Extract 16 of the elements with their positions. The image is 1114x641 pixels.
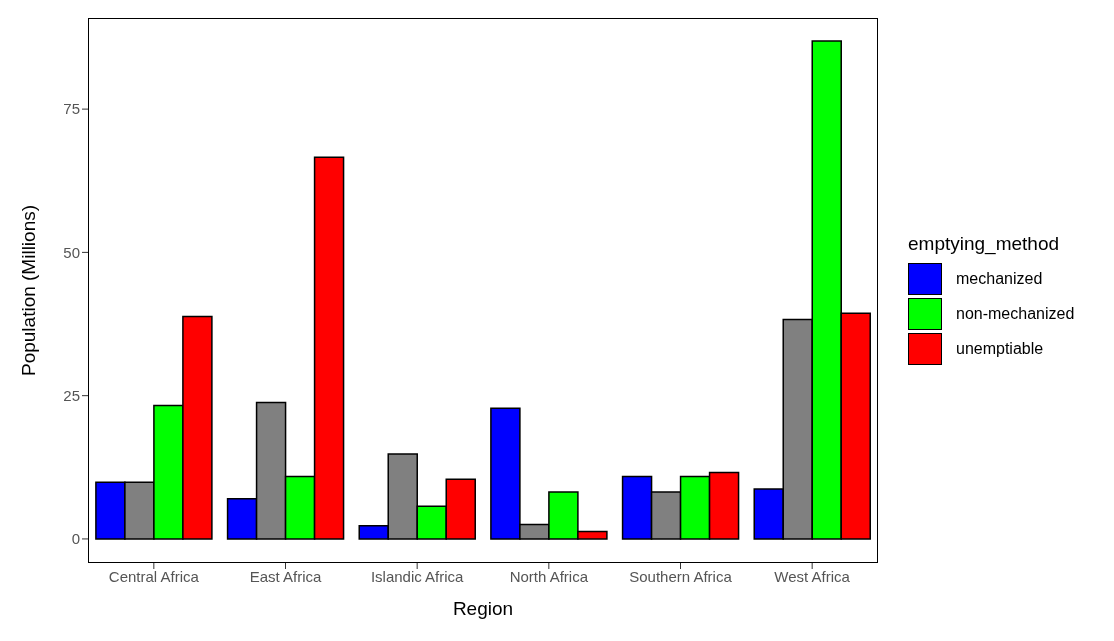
x-tick-label: West Africa — [774, 567, 851, 585]
y-tick-label: 75 — [63, 100, 80, 118]
y-tick-label: 0 — [71, 530, 80, 548]
x-tick-label: Islandic Africa — [370, 567, 465, 585]
y-tick-label: 25 — [63, 386, 80, 404]
x-tick-label: North Africa — [509, 567, 589, 585]
legend-title: emptying_method — [908, 233, 1061, 255]
x-tick-label: East Africa — [249, 567, 322, 585]
x-tick-label: Southern Africa — [629, 567, 733, 585]
y-axis-title: Population (Millions) — [17, 204, 39, 377]
legend-label: mechanized — [956, 270, 1043, 288]
legend-label: unemptiable — [956, 340, 1044, 358]
x-axis-title: Region — [452, 598, 514, 619]
y-tick-label: 50 — [63, 243, 80, 261]
legend-label: non-mechanized — [956, 305, 1075, 323]
x-tick-label: Central Africa — [108, 567, 200, 585]
